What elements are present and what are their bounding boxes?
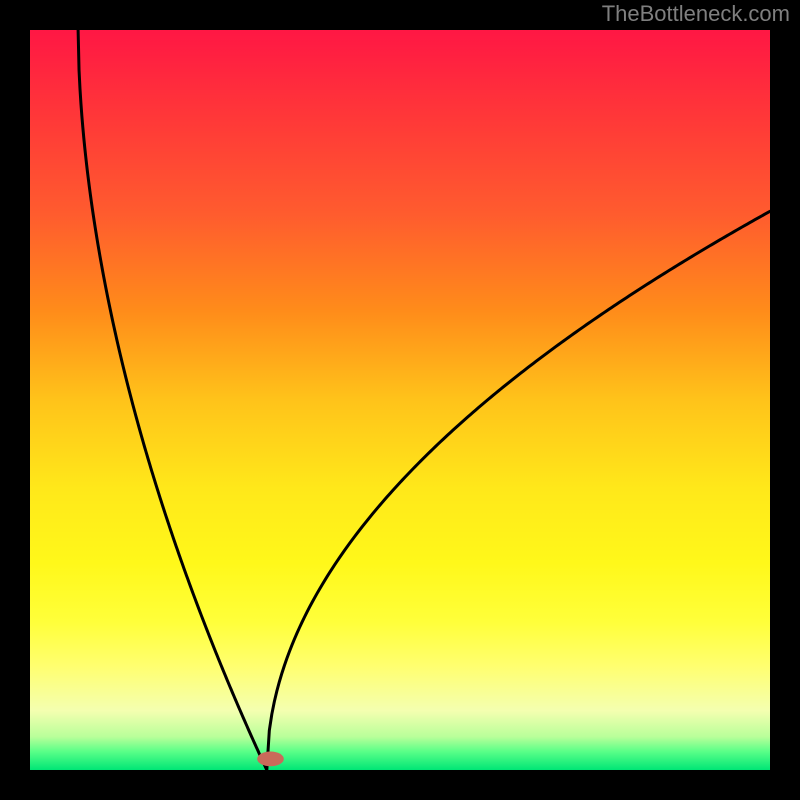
chart-background-gradient <box>30 30 770 770</box>
watermark-text: TheBottleneck.com <box>602 1 790 27</box>
chart-container: { "watermark": "TheBottleneck.com", "cha… <box>0 0 800 800</box>
bottleneck-chart <box>0 0 800 800</box>
optimal-point-marker <box>257 752 284 767</box>
